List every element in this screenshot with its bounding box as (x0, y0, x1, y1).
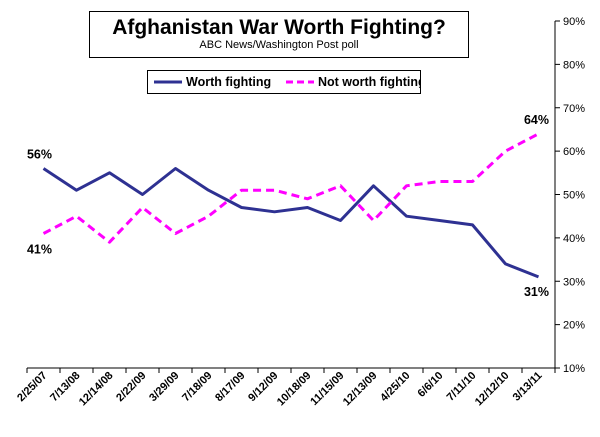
x-tick-label: 3/29/09 (147, 370, 181, 404)
chart-title-box: Afghanistan War Worth Fighting? ABC News… (89, 11, 469, 58)
y-tick-label: 70% (563, 103, 585, 115)
data-label: 64% (524, 113, 549, 127)
x-tick-label: 4/25/10 (378, 370, 412, 404)
series-line-worth-fighting (42, 167, 540, 279)
chart-title: Afghanistan War Worth Fighting? (112, 16, 446, 39)
chart-subtitle: ABC News/Washington Post poll (199, 39, 359, 51)
y-tick-label: 30% (563, 276, 585, 288)
x-tick-label: 10/18/09 (275, 370, 314, 409)
data-label: 56% (27, 147, 52, 161)
x-tick-label: 2/22/09 (114, 370, 148, 404)
x-tick-label: 11/15/09 (308, 370, 346, 408)
y-tick-label: 20% (563, 320, 585, 332)
x-tick-label: 6/6/10 (416, 370, 446, 400)
y-tick-label: 50% (563, 190, 585, 202)
y-tick-label: 90% (563, 16, 585, 28)
series-line-not-worth-fighting (42, 132, 540, 244)
legend-label-worth-fighting: Worth fighting (186, 75, 271, 89)
legend: Worth fighting Not worth fighting (147, 70, 426, 94)
y-tick-label: 60% (563, 146, 585, 158)
x-tick-label: 12/14/08 (77, 370, 116, 409)
data-label: 31% (524, 285, 549, 299)
x-tick-label: 8/17/09 (213, 370, 247, 404)
x-tick-label: 7/18/09 (180, 370, 214, 404)
x-tick-label: 12/12/10 (473, 370, 512, 409)
y-tick-label: 40% (563, 233, 585, 245)
x-tick-label: 12/13/09 (341, 370, 380, 409)
x-tick-label: 3/13/11 (511, 370, 545, 404)
y-tick-label: 10% (563, 363, 585, 375)
y-tick-label: 80% (563, 59, 585, 71)
data-label: 41% (27, 243, 52, 257)
legend-label-not-worth-fighting: Not worth fighting (318, 75, 420, 89)
x-tick-label: 2/25/07 (15, 370, 49, 404)
